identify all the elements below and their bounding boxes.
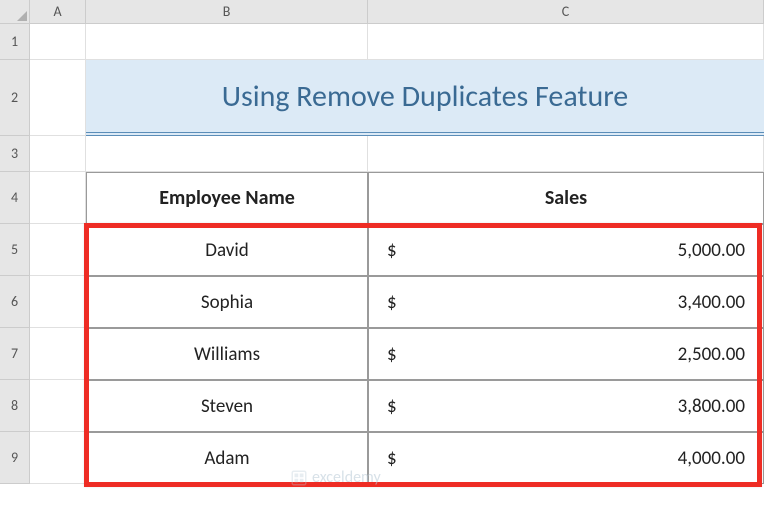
cell-a6[interactable] bbox=[30, 276, 86, 328]
currency-symbol: $ bbox=[383, 239, 397, 262]
table-row[interactable]: David bbox=[86, 224, 368, 276]
row-header-3[interactable]: 3 bbox=[0, 136, 30, 172]
currency-symbol: $ bbox=[383, 395, 397, 418]
select-all-corner[interactable] bbox=[0, 0, 30, 24]
table-header-name[interactable]: Employee Name bbox=[86, 172, 368, 224]
cell-a7[interactable] bbox=[30, 328, 86, 380]
table-row[interactable]: $ 5,000.00 bbox=[368, 224, 764, 276]
sales-value: 5,000.00 bbox=[678, 239, 749, 262]
cell-c3[interactable] bbox=[368, 136, 764, 172]
table-row[interactable]: Williams bbox=[86, 328, 368, 380]
currency-symbol: $ bbox=[383, 447, 397, 470]
cell-a1[interactable] bbox=[30, 24, 86, 60]
table-row[interactable]: $ 2,500.00 bbox=[368, 328, 764, 380]
table-row[interactable]: Sophia bbox=[86, 276, 368, 328]
watermark-icon bbox=[290, 469, 308, 487]
spreadsheet-grid: A B C 1 2 Using Remove Duplicates Featur… bbox=[0, 0, 768, 484]
sales-value: 3,400.00 bbox=[678, 291, 749, 314]
row-header-7[interactable]: 7 bbox=[0, 328, 30, 380]
cell-c1[interactable] bbox=[368, 24, 764, 60]
watermark: exceldemy bbox=[290, 468, 381, 487]
col-header-b[interactable]: B bbox=[86, 0, 368, 24]
row-header-1[interactable]: 1 bbox=[0, 24, 30, 60]
row-header-2[interactable]: 2 bbox=[0, 60, 30, 136]
cell-a4[interactable] bbox=[30, 172, 86, 224]
table-header-sales[interactable]: Sales bbox=[368, 172, 764, 224]
row-header-4[interactable]: 4 bbox=[0, 172, 30, 224]
cell-b3[interactable] bbox=[86, 136, 368, 172]
currency-symbol: $ bbox=[383, 291, 397, 314]
sales-value: 4,000.00 bbox=[678, 447, 749, 470]
col-header-a[interactable]: A bbox=[30, 0, 86, 24]
cell-a8[interactable] bbox=[30, 380, 86, 432]
cell-a2[interactable] bbox=[30, 60, 86, 136]
sales-value: 2,500.00 bbox=[678, 343, 749, 366]
cell-a9[interactable] bbox=[30, 432, 86, 484]
row-header-9[interactable]: 9 bbox=[0, 432, 30, 484]
table-row[interactable]: $ 3,400.00 bbox=[368, 276, 764, 328]
row-header-6[interactable]: 6 bbox=[0, 276, 30, 328]
cell-a5[interactable] bbox=[30, 224, 86, 276]
cell-b1[interactable] bbox=[86, 24, 368, 60]
currency-symbol: $ bbox=[383, 343, 397, 366]
title-cell[interactable]: Using Remove Duplicates Feature bbox=[86, 60, 764, 136]
table-row[interactable]: Steven bbox=[86, 380, 368, 432]
watermark-text: exceldemy bbox=[312, 468, 381, 487]
sales-value: 3,800.00 bbox=[678, 395, 749, 418]
row-header-5[interactable]: 5 bbox=[0, 224, 30, 276]
table-row[interactable]: $ 4,000.00 bbox=[368, 432, 764, 484]
cell-a3[interactable] bbox=[30, 136, 86, 172]
col-header-c[interactable]: C bbox=[368, 0, 764, 24]
row-header-8[interactable]: 8 bbox=[0, 380, 30, 432]
table-row[interactable]: $ 3,800.00 bbox=[368, 380, 764, 432]
